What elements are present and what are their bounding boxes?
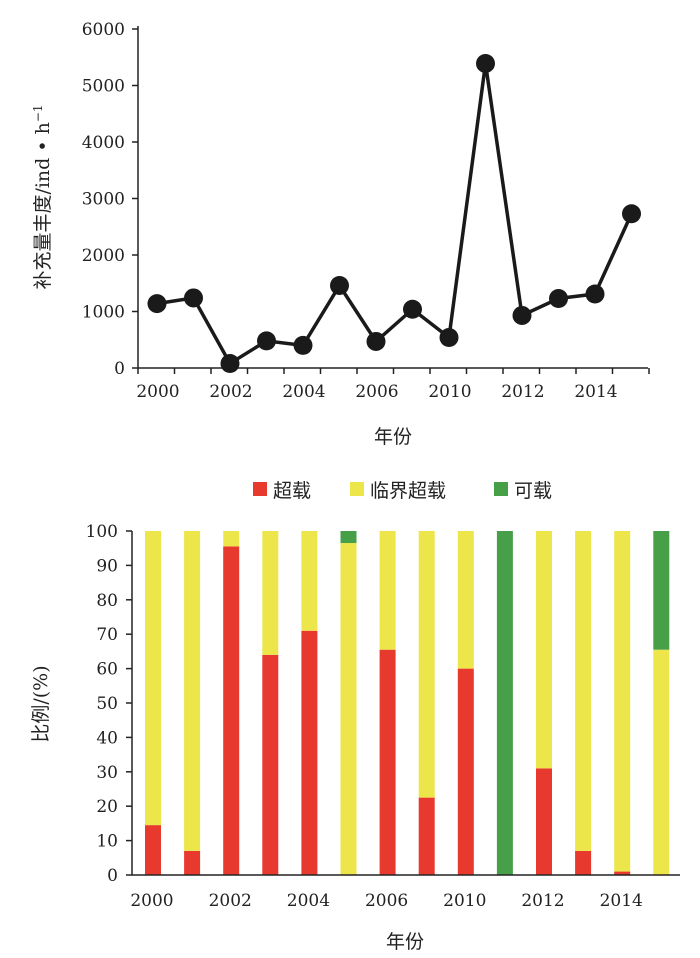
legend-swatch [350, 482, 364, 496]
line-point [512, 305, 532, 325]
bar-segment [379, 649, 396, 875]
bar-segment [340, 531, 357, 544]
bar-segment [418, 531, 435, 798]
line-point [184, 288, 203, 308]
line-point [622, 204, 641, 224]
line-x-axis-title: 年份 [374, 426, 412, 448]
bar-segment [301, 531, 318, 631]
bar-y-tick-label: 50 [96, 694, 118, 714]
legend-label: 可载 [514, 480, 552, 502]
bar-segment [379, 531, 396, 650]
bar-x-tick-label: 2010 [443, 891, 486, 911]
line-point [220, 353, 240, 373]
bar-x-axis-title: 年份 [386, 931, 424, 953]
bar-x-ticks: 2000 2002 2004 2006 2010 2012 2014 [130, 891, 642, 911]
bar-y-tick-label: 30 [96, 763, 118, 783]
bar-segment [223, 546, 240, 875]
line-x-tick-label: 2004 [282, 382, 325, 402]
bar-y-tick-label: 70 [96, 625, 118, 645]
line-points [147, 53, 641, 373]
line-point [549, 289, 568, 309]
line-x-tick-label: 2000 [136, 382, 179, 402]
bar-segment [536, 531, 552, 769]
bar-segment [536, 768, 552, 875]
bar-segment [184, 531, 201, 851]
bar-segment [262, 531, 279, 655]
bar-chart: 超载 临界超载 可载 0 10 20 30 40 50 60 70 80 90 100 2000 2002… [30, 480, 680, 953]
bar-segment [184, 850, 201, 875]
legend-label: 超载 [273, 480, 311, 502]
bar-x-tick-label: 2006 [365, 891, 408, 911]
line-y-axis-title: 补充量丰度/ind • h−1 [31, 104, 54, 289]
bar-segment [653, 531, 670, 650]
bar-x-tick-label: 2004 [287, 891, 330, 911]
line-point [585, 284, 605, 304]
line-point [257, 331, 276, 351]
line-y-tick-label: 1000 [82, 303, 125, 323]
bar-segment [340, 543, 357, 875]
bar-segment [223, 531, 240, 547]
bar-y-tick-label: 0 [107, 866, 118, 886]
line-x-tick-label: 2012 [501, 382, 544, 402]
bar-y-tick-label: 80 [96, 591, 118, 611]
bar-x-tick-label: 2014 [600, 891, 643, 911]
line-y-tick-label: 4000 [82, 133, 125, 153]
bar-segment [653, 649, 670, 875]
legend-label: 临界超载 [370, 480, 446, 502]
bar-y-axis-title: 比例/(%) [30, 665, 52, 742]
bar-y-tick-label: 10 [96, 832, 118, 852]
line-y-tick-label: 5000 [82, 77, 125, 97]
bar-segment [262, 654, 279, 875]
line-x-tick-label: 2010 [428, 382, 471, 402]
bar-x-tick-label: 2002 [209, 891, 252, 911]
line-point [366, 331, 386, 351]
bar-y-tick-label: 90 [96, 556, 118, 576]
line-y-tick-label: 0 [114, 359, 125, 379]
line-y-tick-label: 2000 [82, 246, 125, 266]
bar-bars [145, 531, 670, 875]
bar-segment [575, 531, 592, 851]
svg-text:补充量丰度/ind • h−1: 补充量丰度/ind • h−1 [31, 104, 54, 289]
bar-x-tick-label: 2000 [130, 891, 173, 911]
bar-legend: 超载 临界超载 可载 [253, 480, 552, 502]
bar-segment [418, 797, 435, 875]
bar-segment [457, 668, 474, 875]
line-series [156, 63, 634, 366]
legend-swatch [494, 482, 508, 496]
line-point [293, 335, 313, 355]
bar-y-tick-label: 60 [96, 660, 118, 680]
line-x-ticks: 2000 2002 2004 2006 2010 2012 2014 [136, 368, 650, 402]
line-point [476, 53, 495, 73]
line-y-ticks: 0 1000 2000 3000 4000 5000 6000 [82, 20, 138, 379]
line-ylabel-sup: −1 [31, 104, 45, 122]
line-ylabel-main: 补充量丰度/ind • h [32, 122, 54, 289]
line-point [439, 327, 459, 347]
bar-x-tick-label: 2012 [521, 891, 564, 911]
line-x-tick-label: 2006 [355, 382, 398, 402]
line-point [403, 299, 422, 319]
bar-segment [575, 850, 592, 875]
bar-segment [496, 531, 513, 875]
bar-y-ticks: 0 10 20 30 40 50 60 70 80 90 100 [86, 522, 132, 886]
legend-swatch [253, 482, 267, 496]
bar-segment [457, 531, 474, 669]
bar-y-tick-label: 20 [96, 797, 118, 817]
bar-segment [145, 825, 161, 875]
bar-segment [301, 630, 318, 875]
bar-y-tick-label: 100 [86, 522, 118, 542]
bar-segment [614, 531, 631, 872]
line-x-tick-label: 2014 [574, 382, 617, 402]
line-point [147, 294, 167, 314]
bar-y-tick-label: 40 [96, 728, 118, 748]
bar-segment [145, 531, 161, 826]
line-point [330, 276, 349, 296]
line-y-tick-label: 3000 [82, 190, 125, 210]
bar-segment [614, 871, 631, 875]
line-y-tick-label: 6000 [82, 20, 125, 40]
line-x-tick-label: 2002 [209, 382, 252, 402]
